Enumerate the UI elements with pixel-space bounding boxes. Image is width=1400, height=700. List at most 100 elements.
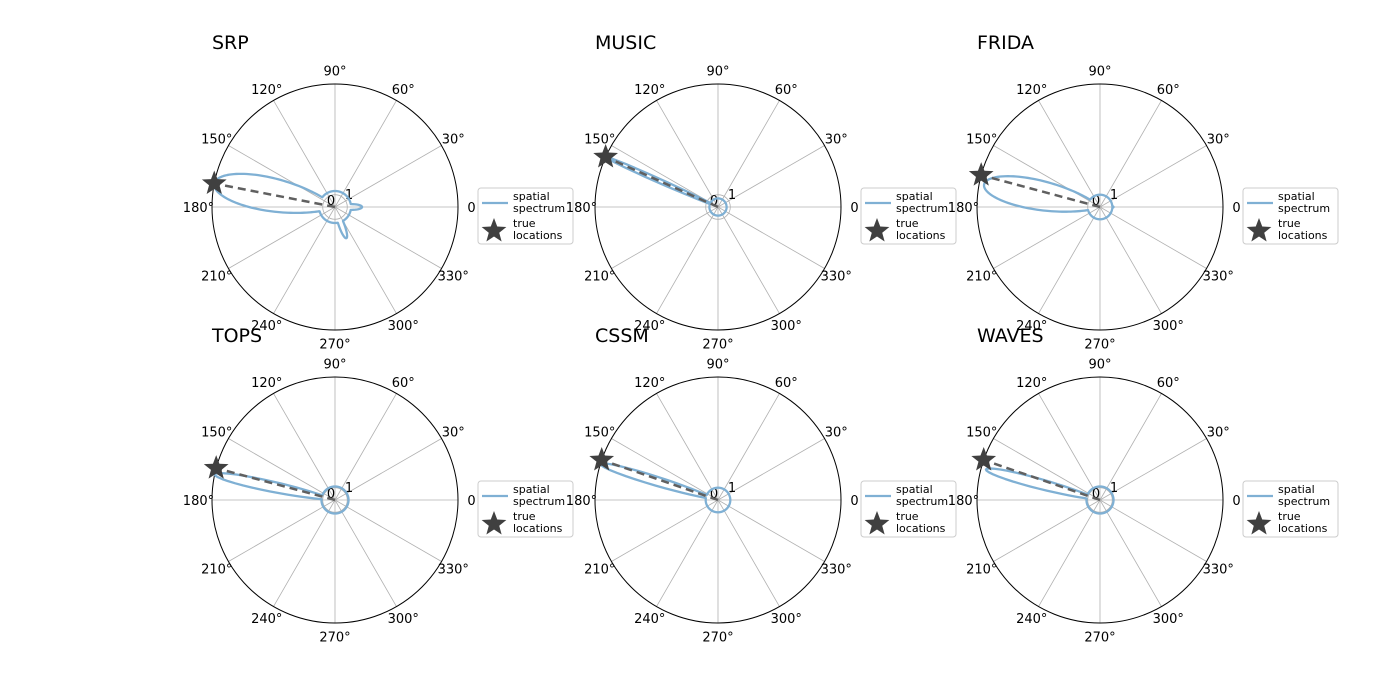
- legend-spectrum-label: spectrum: [1278, 495, 1330, 508]
- angle-tick-label: 210°: [201, 269, 232, 284]
- angular-grid-line: [273, 206, 336, 314]
- angle-tick-label: 0: [467, 494, 475, 509]
- polar-subplot-music: 0 30° 60° 90° 120° 150° 180° 210° 240° 270° 300° 33…: [566, 32, 957, 353]
- radial-grid-circle: [1087, 487, 1113, 513]
- true-location-dashed-line: [601, 458, 719, 502]
- polar-subplot-tops: 0 30° 60° 90° 120° 150° 180° 210° 240° 270° 300° 33…: [183, 325, 574, 646]
- spatial-spectrum-line: [213, 472, 350, 515]
- angular-grid-line: [993, 438, 1101, 501]
- angle-tick-label: 0: [850, 494, 858, 509]
- polar-subplot-srp: 0 30° 60° 90° 120° 150° 180° 210° 240° 270° 300° 33…: [183, 32, 574, 353]
- angular-grid-line: [1099, 206, 1207, 269]
- angle-tick-label: 30°: [825, 426, 848, 441]
- angle-tick-label: 60°: [775, 376, 798, 391]
- legend-spectrum-label: spectrum: [513, 202, 565, 215]
- legend-spectrum-label: spectrum: [1278, 202, 1330, 215]
- radial-tick-label: 1: [1110, 188, 1118, 203]
- angle-tick-label: 210°: [584, 269, 615, 284]
- angle-tick-label: 0: [850, 201, 858, 216]
- radial-grid-circle: [322, 194, 348, 220]
- angle-tick-label: 150°: [966, 133, 997, 148]
- angle-tick-label: 180°: [948, 201, 979, 216]
- angle-tick-label: 240°: [251, 319, 282, 334]
- legend-true-label: true: [896, 217, 919, 230]
- legend-true-label: locations: [896, 522, 946, 535]
- true-location-dashed-line: [215, 466, 336, 502]
- angle-tick-label: 0: [467, 201, 475, 216]
- angular-grid-line: [1099, 206, 1162, 314]
- angle-tick-label: 150°: [584, 133, 615, 148]
- angular-grid-line: [611, 499, 719, 562]
- angle-tick-label: 180°: [948, 494, 979, 509]
- spatial-spectrum-line: [213, 172, 364, 240]
- angle-tick-label: 270°: [702, 338, 733, 353]
- angle-tick-label: 180°: [183, 201, 214, 216]
- true-location-dashed-line: [980, 173, 1101, 209]
- legend-spectrum-label: spatial: [513, 190, 550, 203]
- angle-tick-label: 120°: [634, 83, 665, 98]
- polar-subplot-cssm: 0 30° 60° 90° 120° 150° 180° 210° 240° 270° 300° 33…: [566, 325, 957, 646]
- spatial-spectrum-line: [982, 175, 1115, 221]
- angular-grid-line: [717, 206, 825, 269]
- angular-grid-line: [334, 499, 442, 562]
- angular-grid-line: [717, 438, 825, 501]
- angular-grid-line: [993, 499, 1101, 562]
- angular-grid-line: [228, 145, 336, 208]
- radial-tick-label: 1: [728, 188, 736, 203]
- angular-grid-line: [1099, 100, 1162, 208]
- true-location-star: [968, 162, 994, 186]
- angle-tick-label: 30°: [1207, 426, 1230, 441]
- angular-grid-line: [1099, 145, 1207, 208]
- radial-grid-circle: [705, 194, 731, 220]
- angular-grid-line: [656, 100, 719, 208]
- true-location-star: [589, 446, 615, 471]
- angular-grid-line: [228, 206, 336, 269]
- angle-tick-label: 240°: [1016, 319, 1047, 334]
- legend-true-label: locations: [513, 522, 563, 535]
- angular-grid-line: [1099, 499, 1162, 607]
- angle-tick-label: 120°: [1016, 376, 1047, 391]
- polar-subplot-waves: 0 30° 60° 90° 120° 150° 180° 210° 240° 270° 300° 33…: [948, 325, 1339, 646]
- angle-tick-label: 180°: [566, 201, 597, 216]
- legend-true-label: true: [513, 217, 536, 230]
- true-location-dashed-line: [983, 458, 1101, 502]
- angle-tick-label: 210°: [584, 562, 615, 577]
- spatial-spectrum-line: [984, 467, 1115, 515]
- angular-grid-line: [993, 145, 1101, 208]
- legend-spectrum-label: spatial: [896, 483, 933, 496]
- angular-grid-line: [1099, 499, 1207, 562]
- angular-grid-line: [717, 393, 780, 501]
- legend-true-label: locations: [1278, 229, 1328, 242]
- angle-tick-label: 330°: [821, 269, 852, 284]
- angular-grid-line: [334, 145, 442, 208]
- angle-tick-label: 330°: [438, 269, 469, 284]
- angular-grid-line: [717, 499, 825, 562]
- angular-grid-line: [656, 393, 719, 501]
- angle-tick-label: 120°: [1016, 83, 1047, 98]
- angle-tick-label: 150°: [584, 426, 615, 441]
- angle-tick-label: 300°: [1153, 319, 1184, 334]
- polar-frame: [594, 83, 842, 331]
- angle-tick-label: 60°: [392, 83, 415, 98]
- true-location-star: [971, 446, 997, 471]
- angular-grid-line: [334, 100, 397, 208]
- legend-star-marker: [1246, 218, 1272, 242]
- legend-spectrum-label: spectrum: [513, 495, 565, 508]
- legend-spectrum-label: spatial: [896, 190, 933, 203]
- angular-grid-line: [1099, 438, 1207, 501]
- angle-tick-label: 30°: [442, 426, 465, 441]
- angular-grid-line: [611, 438, 719, 501]
- angle-tick-label: 30°: [442, 133, 465, 148]
- angular-grid-line: [228, 499, 336, 562]
- angle-tick-label: 330°: [438, 562, 469, 577]
- angular-grid-line: [1038, 393, 1101, 501]
- legend-true-label: true: [896, 510, 919, 523]
- angle-tick-label: 330°: [1203, 562, 1234, 577]
- legend-star-marker: [864, 511, 890, 535]
- angular-grid-line: [273, 100, 336, 208]
- subplot-title: CSSM: [595, 325, 649, 347]
- angle-tick-label: 270°: [1084, 338, 1115, 353]
- radial-tick-label: 0: [1092, 487, 1100, 502]
- angular-grid-line: [334, 206, 442, 269]
